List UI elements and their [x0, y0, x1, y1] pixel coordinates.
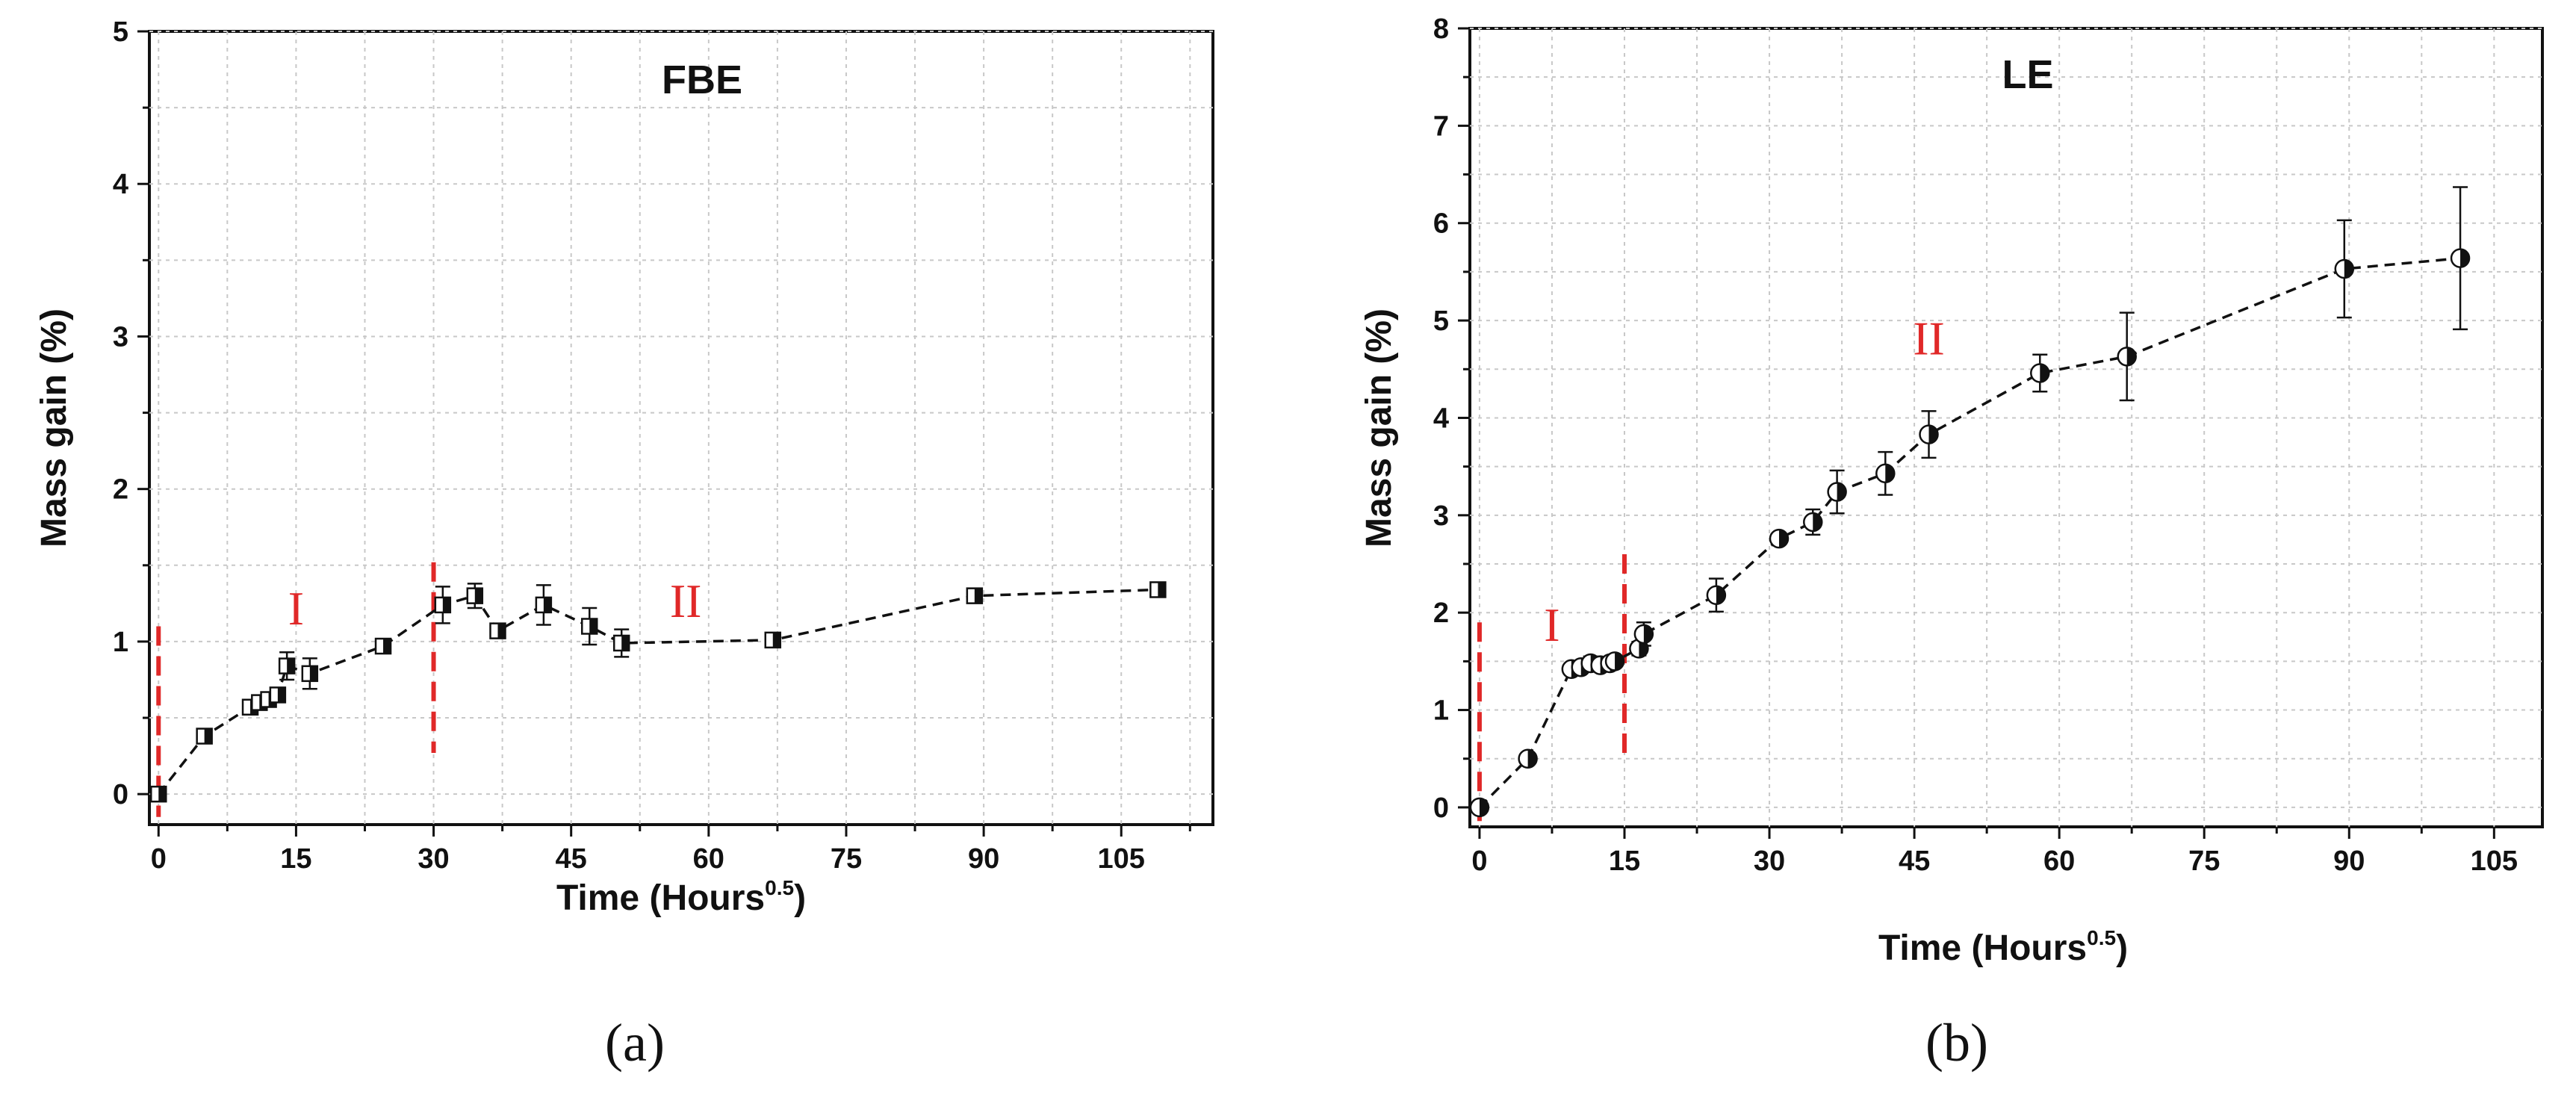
x-tick-label: 30 [1754, 846, 1785, 877]
y-tick-label: 7 [1433, 111, 1449, 142]
data-point [612, 634, 630, 652]
data-point [1633, 624, 1654, 645]
data-point [1604, 651, 1625, 671]
y-tick-label: 3 [113, 321, 128, 353]
y-tick-label: 6 [1433, 208, 1449, 240]
data-point [1803, 512, 1823, 533]
x-tick-label: 75 [831, 843, 862, 875]
data-point [1629, 639, 1649, 659]
x-tick-label: 45 [1899, 846, 1930, 877]
x-axis-label-sup: 0.5 [2087, 926, 2116, 949]
region-label: I [1544, 598, 1559, 651]
data-point [269, 686, 287, 704]
x-tick-label: 75 [2188, 846, 2220, 877]
x-tick-label: 60 [693, 843, 724, 875]
data-series [150, 581, 1167, 803]
y-tick-label: 1 [1433, 695, 1449, 727]
y-tick-label: 0 [113, 779, 128, 810]
data-point [1875, 463, 1896, 484]
y-tick-label: 2 [113, 474, 128, 506]
data-point [2334, 258, 2355, 279]
x-tick-label: 15 [280, 843, 311, 875]
region-boundaries [156, 562, 436, 817]
data-point [278, 657, 296, 674]
x-tick-label: 0 [1471, 846, 1487, 877]
grid [149, 31, 1213, 825]
x-axis-label-main: Time (Hours [1878, 928, 2087, 968]
x-axis-label: Time (Hours0.5) [1878, 926, 2128, 968]
x-axis-label: Time (Hours0.5) [556, 876, 806, 918]
x-tick-label: 0 [151, 843, 167, 875]
panel-label-a: (a) [605, 1013, 665, 1073]
chart-title: LE [2002, 52, 2053, 97]
y-tick-label: 3 [1433, 500, 1449, 532]
plot-frame [1468, 27, 2544, 828]
y-tick-label: 4 [113, 169, 128, 200]
x-tick-label: 105 [2471, 846, 2518, 877]
panel-label-b: (b) [1925, 1013, 1988, 1073]
data-point [374, 637, 392, 655]
region-labels: III [1544, 312, 1945, 651]
y-tick-label: 5 [113, 16, 128, 48]
y-tick-label: 4 [1433, 403, 1449, 434]
region-boundaries [1477, 553, 1627, 822]
data-point [1769, 528, 1790, 549]
y-axis-label: Mass gain (%) [34, 308, 74, 548]
data-point [764, 631, 782, 649]
data-point [1827, 482, 1847, 502]
data-point [1919, 424, 1939, 444]
data-series [1469, 186, 2471, 818]
data-point [2117, 347, 2137, 367]
y-axis-label: Mass gain (%) [1359, 308, 1399, 548]
x-axis-label-main: Time (Hours [556, 878, 765, 918]
data-point [2450, 248, 2471, 268]
data-point [434, 596, 452, 614]
x-tick-label: 45 [556, 843, 587, 875]
x-axis-label-sup: 0.5 [765, 876, 794, 899]
x-tick-label: 60 [2043, 846, 2075, 877]
plot-frame [148, 30, 1214, 826]
y-tick-label: 2 [1433, 598, 1449, 629]
x-tick-label: 15 [1609, 846, 1640, 877]
x-tick-label: 90 [968, 843, 999, 875]
x-axis-label-close: ) [2116, 928, 2128, 968]
x-tick-label: 105 [1098, 843, 1145, 875]
data-point [1469, 797, 1490, 818]
y-tick-label: 1 [113, 627, 128, 658]
data-point [489, 622, 506, 639]
data-point [301, 665, 319, 683]
data-point [1518, 748, 1538, 769]
y-tick-label: 0 [1433, 792, 1449, 824]
series-line [157, 588, 1158, 795]
region-label: II [670, 574, 702, 627]
data-point [1149, 581, 1167, 598]
data-point [580, 618, 598, 635]
chart-title: FBE [662, 58, 742, 102]
y-tick-label: 8 [1433, 13, 1449, 45]
grid [1470, 28, 2542, 827]
data-point [150, 785, 167, 803]
data-point [466, 587, 484, 604]
data-point [535, 596, 553, 614]
x-axis-label-close: ) [794, 878, 806, 918]
data-point [966, 587, 984, 604]
region-label: I [288, 582, 304, 635]
data-point [196, 728, 213, 745]
x-tick-label: 90 [2333, 846, 2365, 877]
data-point [2030, 363, 2050, 383]
region-label: II [1913, 312, 1945, 365]
data-point [1706, 585, 1727, 605]
x-tick-label: 30 [418, 843, 449, 875]
y-tick-label: 5 [1433, 305, 1449, 337]
